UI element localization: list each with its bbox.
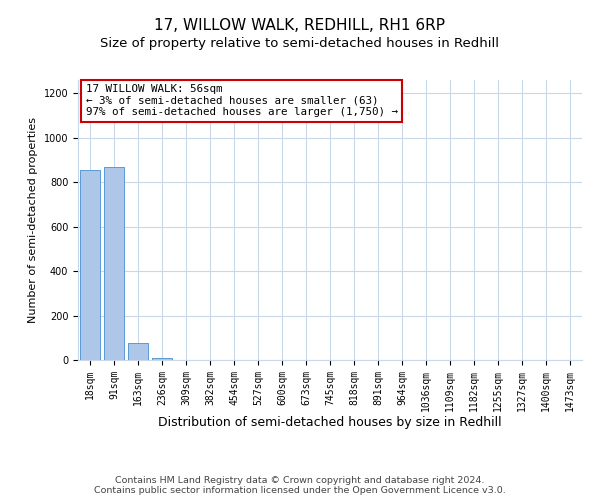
Bar (128, 342, 148, 360)
Y-axis label: Number of semi-detached properties: Number of semi-detached properties (28, 117, 38, 323)
Text: Size of property relative to semi-detached houses in Redhill: Size of property relative to semi-detach… (101, 38, 499, 51)
Bar (104, 167, 124, 360)
X-axis label: Distribution of semi-detached houses by size in Redhill: Distribution of semi-detached houses by … (158, 416, 502, 430)
Bar (152, 358, 172, 360)
Text: 17 WILLOW WALK: 56sqm
← 3% of semi-detached houses are smaller (63)
97% of semi-: 17 WILLOW WALK: 56sqm ← 3% of semi-detac… (86, 84, 398, 117)
Text: 17, WILLOW WALK, REDHILL, RH1 6RP: 17, WILLOW WALK, REDHILL, RH1 6RP (155, 18, 445, 32)
Text: Contains HM Land Registry data © Crown copyright and database right 2024.
Contai: Contains HM Land Registry data © Crown c… (94, 476, 506, 495)
Bar (80, 170, 100, 360)
